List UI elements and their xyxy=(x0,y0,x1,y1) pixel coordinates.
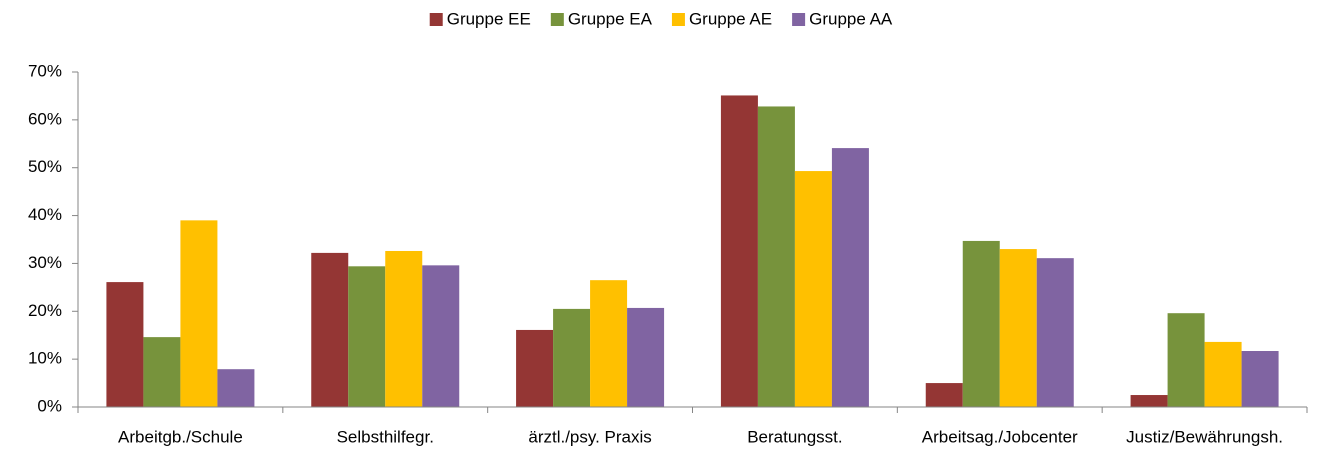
bar xyxy=(590,280,628,407)
bar xyxy=(999,249,1037,407)
legend-swatch xyxy=(550,13,564,26)
bar xyxy=(794,171,832,407)
x-tick-label: Selbsthilfegr. xyxy=(337,427,434,446)
bar xyxy=(720,95,758,407)
bar xyxy=(627,307,665,407)
bar xyxy=(831,148,869,408)
x-tick-label: Arbeitsag./Jobcenter xyxy=(922,427,1078,446)
bar xyxy=(217,369,255,407)
bar xyxy=(516,329,554,407)
bar xyxy=(553,308,591,407)
y-tick-label: 40% xyxy=(28,205,62,224)
y-tick-label: 60% xyxy=(28,109,62,128)
legend-label: Gruppe EA xyxy=(568,9,653,28)
x-tick-label: Justiz/Bewährungsh. xyxy=(1126,427,1283,446)
legend-swatch xyxy=(429,13,443,26)
bar xyxy=(1241,351,1279,407)
bar xyxy=(143,337,181,407)
x-tick-label: ärztl./psy. Praxis xyxy=(528,427,651,446)
y-tick-label: 70% xyxy=(28,61,62,80)
y-tick-label: 30% xyxy=(28,253,62,272)
legend-label: Gruppe EE xyxy=(447,9,531,28)
bar xyxy=(180,220,218,407)
bar xyxy=(1036,258,1074,407)
y-tick-label: 10% xyxy=(28,349,62,368)
y-tick-label: 20% xyxy=(28,301,62,320)
y-tick-label: 50% xyxy=(28,157,62,176)
x-tick-label: Arbeitgb./Schule xyxy=(118,427,243,446)
bar xyxy=(348,266,386,407)
bar xyxy=(962,240,1000,407)
bar xyxy=(1167,313,1205,407)
bar xyxy=(385,250,423,407)
legend-swatch xyxy=(792,13,806,26)
bar xyxy=(757,106,795,407)
legend-label: Gruppe AA xyxy=(809,9,893,28)
bar xyxy=(106,282,144,407)
bar xyxy=(311,252,349,407)
legend-label: Gruppe AE xyxy=(689,9,772,28)
bar xyxy=(1204,341,1242,407)
bar xyxy=(422,265,460,407)
y-tick-label: 0% xyxy=(37,396,62,415)
legend-swatch xyxy=(671,13,685,26)
bar xyxy=(925,383,963,407)
bar xyxy=(1130,395,1168,407)
x-tick-label: Beratungsst. xyxy=(747,427,842,446)
